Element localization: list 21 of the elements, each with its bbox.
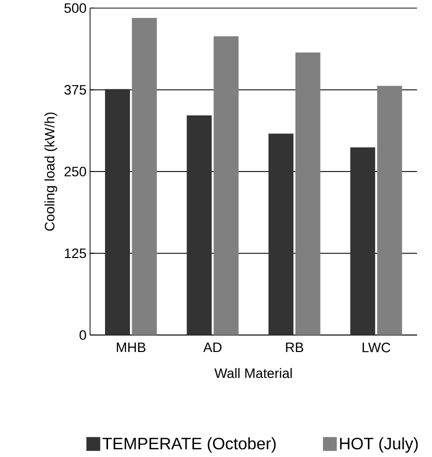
y-tick-label: 0 xyxy=(79,330,86,340)
x-tick-label: RB xyxy=(286,342,304,352)
bar xyxy=(104,89,130,336)
legend-label: TEMPERATE (October) xyxy=(102,437,276,453)
bar xyxy=(350,147,376,336)
y-tick-label: 125 xyxy=(64,248,86,258)
legend-label: HOT (July) xyxy=(340,437,418,453)
bar xyxy=(268,134,294,336)
bar xyxy=(295,52,320,336)
x-tick-label: AD xyxy=(203,342,222,352)
bar xyxy=(186,115,212,336)
x-tick-label: LWC xyxy=(362,342,390,352)
bar xyxy=(132,18,157,336)
y-tick-label: 375 xyxy=(64,84,86,95)
bar xyxy=(377,86,402,336)
bar xyxy=(214,36,238,336)
y-axis-title: Cooling load (kW/h) xyxy=(44,112,58,231)
y-tick-label: 500 xyxy=(64,3,86,13)
x-axis-title: Wall Material xyxy=(214,368,292,378)
x-tick-label: MHB xyxy=(116,342,146,352)
y-tick-label: 250 xyxy=(64,166,86,176)
